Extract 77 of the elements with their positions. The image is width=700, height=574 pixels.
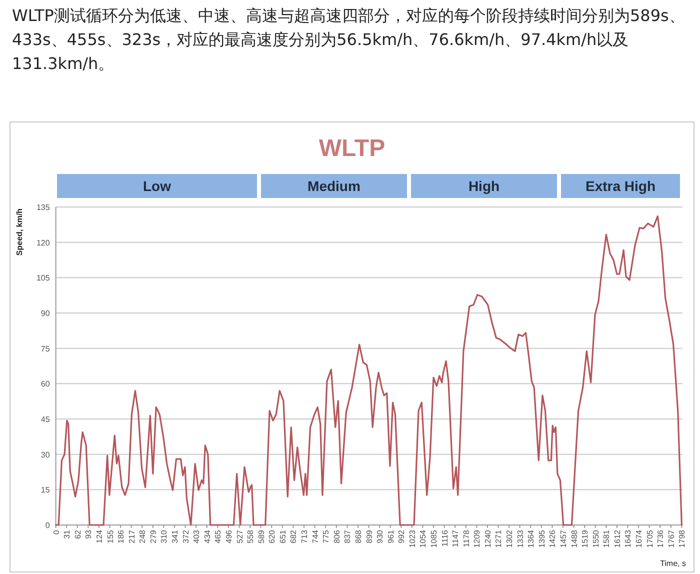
x-tick-label: 589 — [256, 529, 266, 544]
x-tick-label: 1085 — [430, 529, 438, 548]
x-tick-label: 403 — [192, 529, 202, 544]
x-tick-label: 961 — [386, 529, 396, 544]
x-tick-label: 62 — [73, 529, 82, 539]
y-axis-title: Speed, km/h — [15, 208, 24, 256]
x-tick-label: 775 — [322, 529, 331, 544]
y-tick-label: 105 — [36, 274, 50, 283]
x-tick-label: 1054 — [418, 529, 428, 548]
x-tick-label: 620 — [268, 529, 277, 544]
x-tick-label: 1581 — [602, 529, 612, 548]
x-tick-label: 496 — [224, 529, 234, 544]
x-tick-label: 1798 — [678, 529, 687, 548]
x-tick-label: 93 — [84, 529, 94, 539]
x-tick-label: 248 — [138, 529, 148, 544]
x-tick-label: 1488 — [570, 529, 579, 548]
x-tick-label: 1426 — [548, 529, 558, 548]
x-axis-title: Time, s — [660, 559, 686, 568]
x-tick-label: 713 — [300, 529, 309, 544]
x-tick-label: 1364 — [526, 529, 536, 548]
x-tick-label: 1271 — [494, 529, 504, 548]
x-tick-label: 558 — [246, 529, 256, 544]
x-tick-label: 1643 — [624, 529, 633, 548]
x-tick-label: 341 — [170, 529, 180, 544]
x-tick-label: 1612 — [612, 529, 622, 548]
x-tick-label: 1333 — [516, 529, 525, 548]
text: Extra High — [585, 178, 656, 194]
x-tick-label: 186 — [116, 529, 126, 544]
x-tick-label: 465 — [214, 529, 223, 544]
x-tick-label: 868 — [354, 529, 363, 544]
x-tick-label: 1147 — [451, 529, 460, 548]
x-tick-label: 1519 — [580, 529, 590, 548]
y-tick-label: 75 — [40, 344, 50, 354]
x-tick-label: 1209 — [472, 529, 482, 548]
x-tick-label: 1240 — [483, 529, 492, 548]
x-tick-label: 1116 — [440, 529, 450, 547]
x-tick-label: 992 — [397, 529, 406, 544]
y-tick-label: 45 — [40, 415, 50, 424]
x-tick-label: 899 — [364, 529, 374, 544]
y-tick-label: 30 — [40, 450, 50, 460]
x-tick-label: 527 — [235, 529, 244, 544]
y-tick-label: 90 — [40, 309, 50, 318]
x-tick-label: 1302 — [505, 529, 514, 548]
x-tick-label: 651 — [278, 529, 288, 544]
x-tick-label: 1550 — [591, 529, 600, 548]
x-tick-label: 1023 — [408, 529, 417, 548]
x-tick-label: 1767 — [666, 529, 676, 548]
x-tick-label: 434 — [202, 529, 212, 544]
text: Medium — [308, 178, 360, 194]
x-tick-label: 806 — [332, 529, 342, 544]
x-tick-label: 155 — [106, 529, 115, 544]
x-tick-label: 930 — [376, 529, 385, 544]
y-tick-label: 15 — [40, 486, 50, 495]
x-tick-label: 1178 — [462, 529, 471, 548]
text: Low — [143, 178, 172, 194]
text: WLTP测试循环分为低速、中速、高速与超高速四部分，对应的每个阶段持续时间分别为589s、433s、455s、323s，对应的最高速度分别为56.5km/h、76.6km/h、97.4km/h以及131.3km/h。 — [12, 5, 686, 75]
y-tick-label: 0 — [45, 521, 50, 530]
x-tick-label: 31 — [62, 529, 72, 539]
x-tick-label: 837 — [343, 529, 352, 544]
x-tick-label: 1674 — [634, 529, 644, 548]
chart-title: WLTP — [318, 135, 386, 162]
text: High — [468, 178, 500, 194]
x-tick-label: 1457 — [558, 529, 568, 548]
x-tick-label: 744 — [310, 529, 320, 544]
x-tick-label: 0 — [52, 529, 61, 534]
x-tick-label: 310 — [160, 529, 169, 544]
x-tick-label: 217 — [127, 529, 136, 544]
x-tick-label: 682 — [289, 529, 298, 544]
x-tick-label: 1395 — [537, 529, 546, 548]
x-tick-label: 1736 — [656, 529, 666, 548]
x-tick-label: 124 — [94, 529, 104, 544]
x-tick-label: 279 — [148, 529, 158, 544]
x-tick-label: 1705 — [645, 529, 654, 548]
x-tick-label: 372 — [181, 529, 190, 544]
y-tick-label: 135 — [36, 203, 50, 212]
y-tick-label: 120 — [36, 238, 50, 248]
y-tick-label: 60 — [40, 380, 50, 389]
